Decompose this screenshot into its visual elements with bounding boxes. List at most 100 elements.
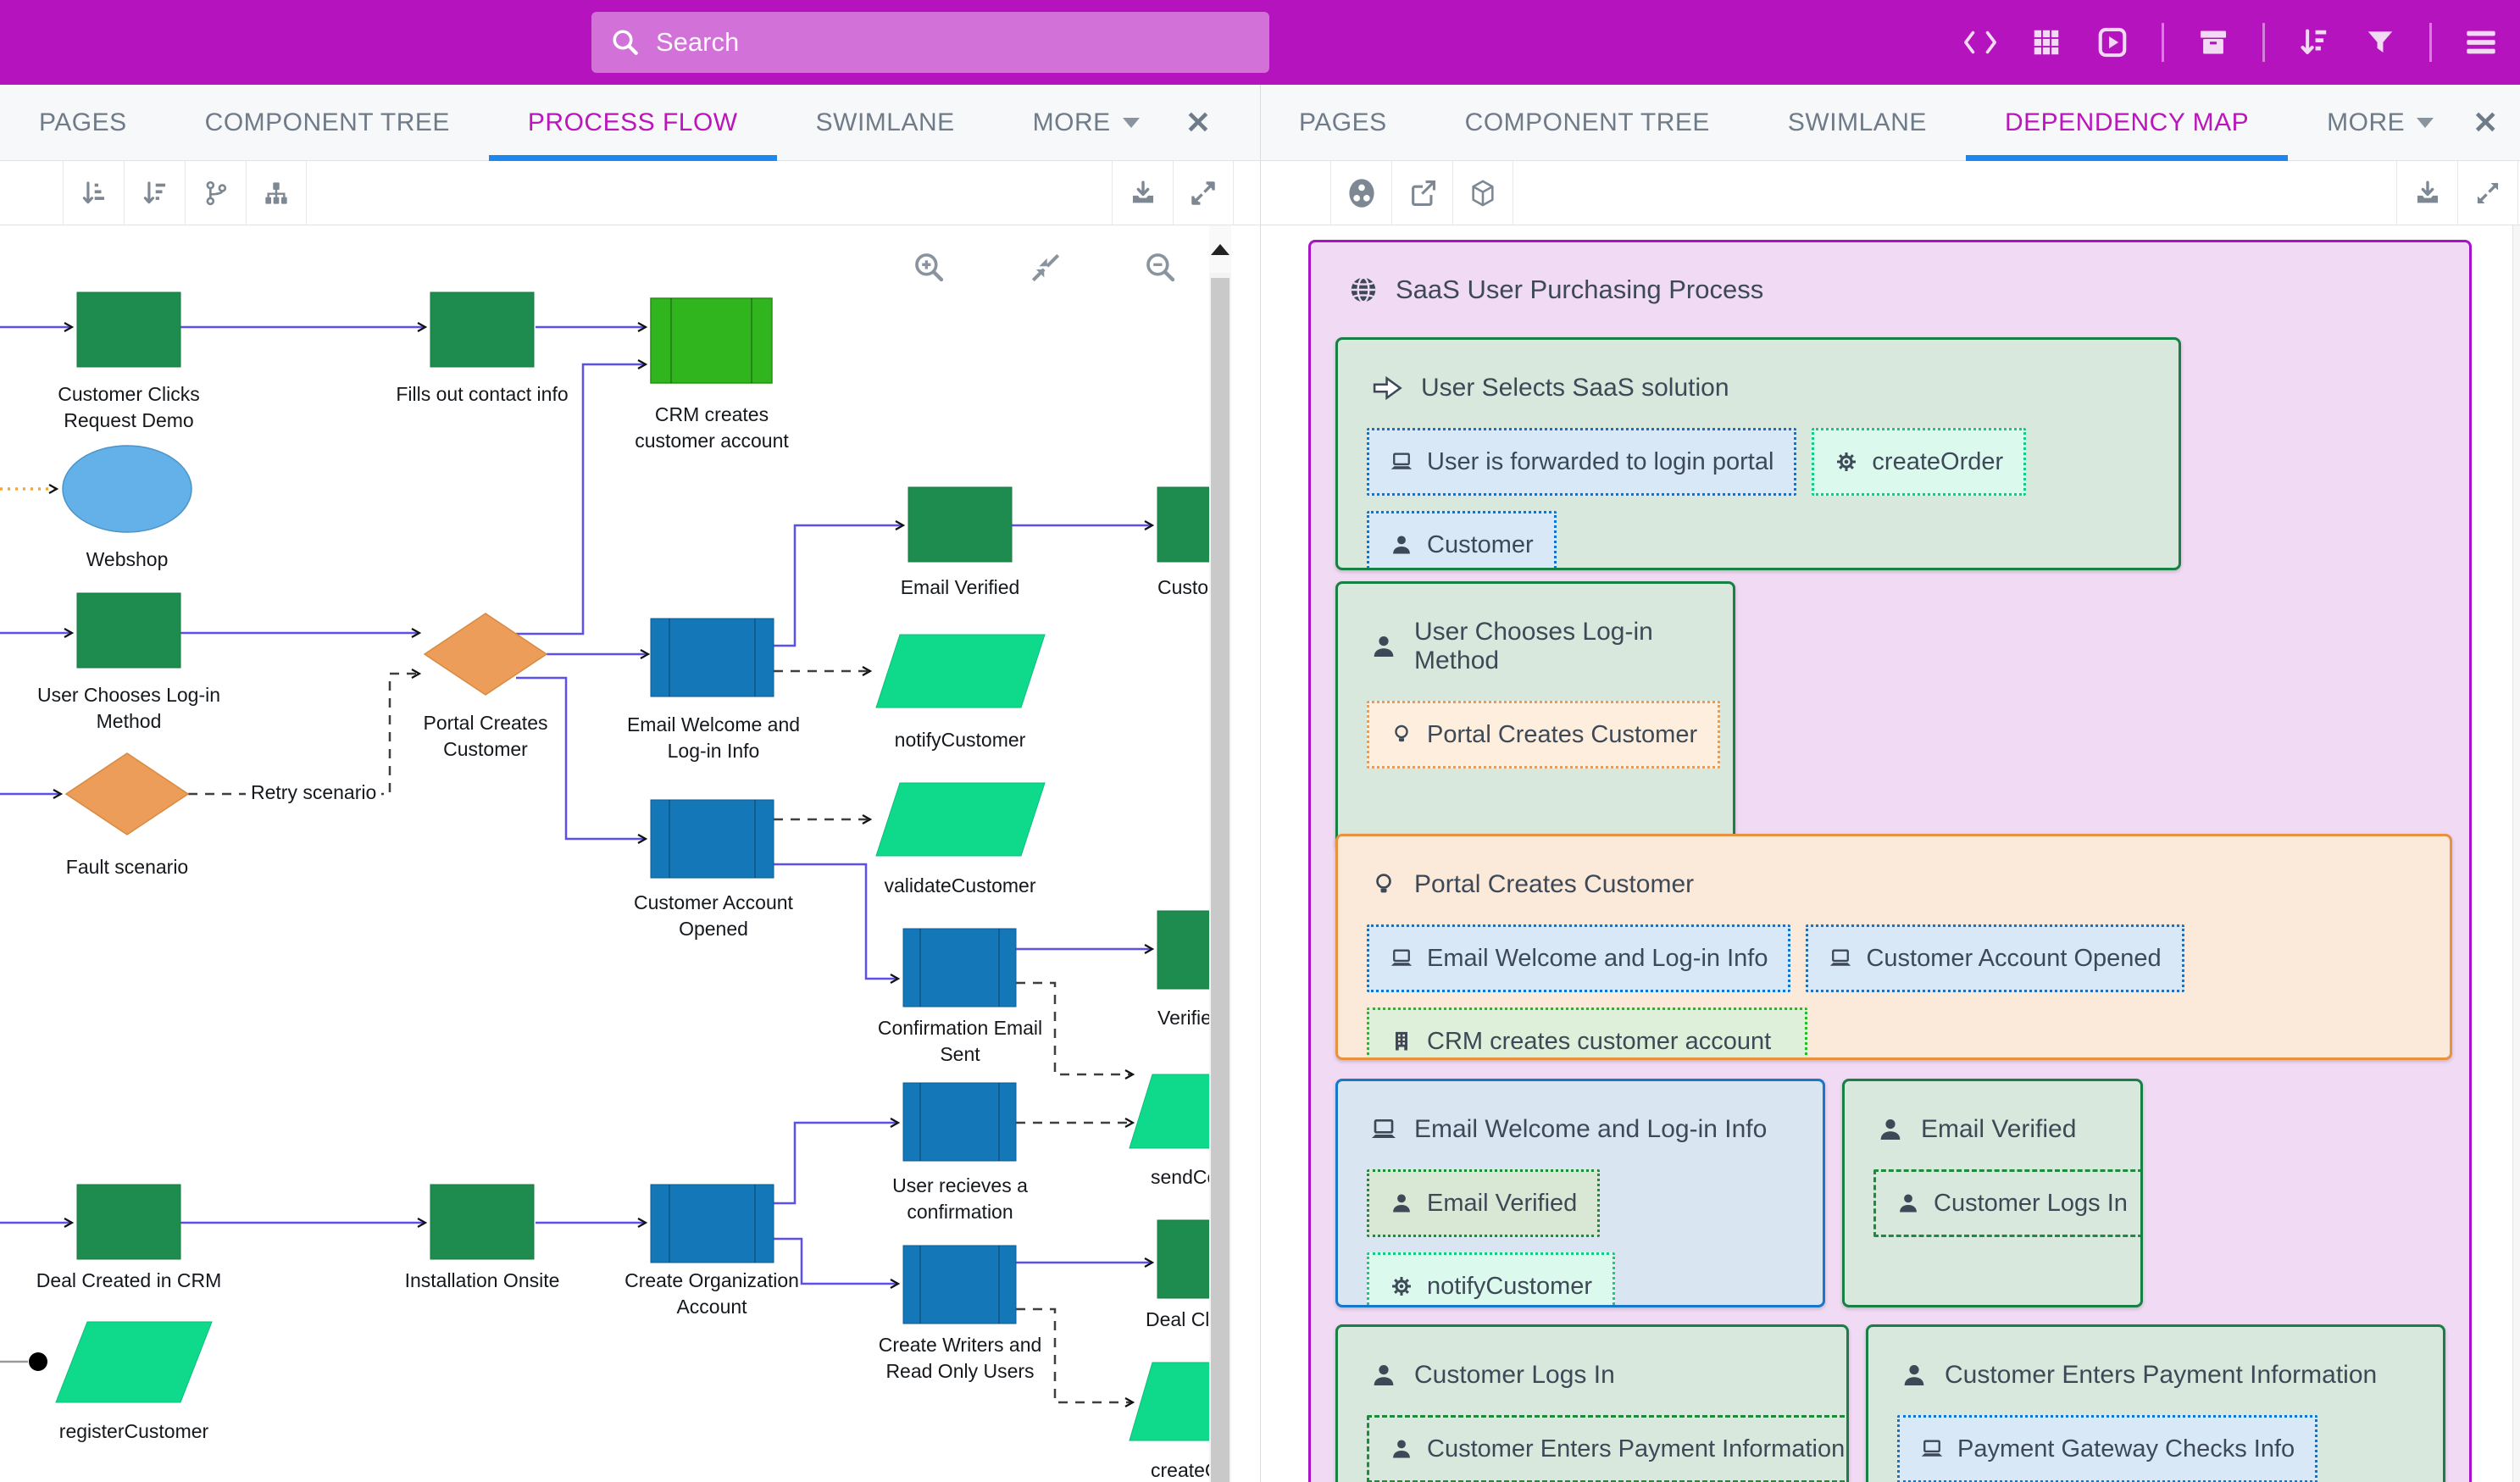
node-label: Custome bbox=[1157, 576, 1209, 598]
tab-pages-left[interactable]: PAGES bbox=[39, 108, 127, 136]
node-webshop[interactable] bbox=[62, 445, 192, 533]
node-confirmation-email-sent[interactable] bbox=[902, 928, 1017, 1007]
group-email-welcome-login-info[interactable]: Email Welcome and Log-in Info Email Veri… bbox=[1335, 1079, 1825, 1307]
fullscreen-icon[interactable] bbox=[1173, 161, 1234, 225]
cube-icon[interactable] bbox=[1452, 161, 1513, 225]
vertical-scrollbar[interactable] bbox=[1209, 225, 1231, 1482]
chip-email-welcome-login-info[interactable]: Email Welcome and Log-in Info bbox=[1367, 924, 1791, 992]
run-icon[interactable] bbox=[2095, 25, 2129, 59]
zoom-out-icon[interactable] bbox=[1142, 249, 1180, 291]
node-label: Confirmation Email Sent bbox=[877, 1017, 1043, 1065]
chip-portal-creates-customer[interactable]: Portal Creates Customer bbox=[1367, 701, 1721, 769]
branch-icon[interactable] bbox=[185, 161, 246, 225]
dependency-map-container[interactable]: SaaS User Purchasing Process User Select… bbox=[1308, 240, 2472, 1482]
node-register-customer[interactable] bbox=[55, 1321, 213, 1403]
group-title[interactable]: Email Welcome and Log-in Info bbox=[1370, 1115, 1794, 1144]
node-deal-closed-cut[interactable] bbox=[1157, 1219, 1209, 1299]
scrollbar-thumb[interactable] bbox=[1211, 278, 1229, 1482]
node-notify-customer[interactable] bbox=[875, 634, 1046, 708]
chip-email-verified[interactable]: Email Verified bbox=[1367, 1169, 1601, 1237]
tab-component-tree-left[interactable]: COMPONENT TREE bbox=[204, 108, 450, 136]
sort-descending-icon[interactable] bbox=[2297, 25, 2331, 59]
group-title[interactable]: User Chooses Log-in Method bbox=[1370, 618, 1704, 675]
chip-customer[interactable]: Customer bbox=[1367, 511, 1557, 568]
chip-customer-logs-in[interactable]: Customer Logs In bbox=[1873, 1169, 2140, 1237]
node-sendcon-cut[interactable] bbox=[1129, 1074, 1209, 1149]
group-email-verified[interactable]: Email Verified Customer Logs In bbox=[1842, 1079, 2143, 1307]
filter-icon[interactable] bbox=[2363, 25, 2397, 59]
sort-descending-icon[interactable] bbox=[124, 161, 185, 225]
node-email-welcome-login-info[interactable] bbox=[650, 618, 774, 697]
node-customer-clicks-request-demo[interactable] bbox=[76, 291, 181, 368]
close-right-panel-icon[interactable]: ✕ bbox=[2473, 104, 2499, 140]
process-flow-canvas[interactable]: Customer Clicks Request Demo Fills out c… bbox=[0, 225, 1209, 1482]
vertical-scrollbar[interactable] bbox=[2512, 225, 2520, 1482]
node-label: createC bbox=[1151, 1459, 1209, 1481]
node-installation-onsite[interactable] bbox=[430, 1184, 535, 1260]
start-node[interactable] bbox=[29, 1352, 47, 1371]
external-link-icon[interactable] bbox=[1391, 161, 1452, 225]
chip-crm-creates-customer-account[interactable]: CRM creates customer account bbox=[1367, 1007, 1807, 1057]
node-user-chooses-login-method[interactable] bbox=[76, 592, 181, 669]
group-title[interactable]: Email Verified bbox=[1877, 1115, 2112, 1144]
tab-swimlane-left[interactable]: SWIMLANE bbox=[815, 108, 955, 136]
menu-icon[interactable] bbox=[2464, 25, 2498, 59]
tab-process-flow[interactable]: PROCESS FLOW bbox=[488, 85, 777, 161]
tab-dependency-map[interactable]: DEPENDENCY MAP bbox=[1965, 85, 2289, 161]
fullscreen-icon[interactable] bbox=[2457, 161, 2518, 225]
code-icon[interactable] bbox=[1963, 25, 1997, 59]
edge-label-retry: Retry scenario bbox=[246, 780, 382, 806]
group-user-chooses-login-method[interactable]: User Chooses Log-in Method Portal Create… bbox=[1335, 581, 1735, 850]
node-label: CRM creates customer account bbox=[635, 403, 789, 452]
group-title[interactable]: Customer Enters Payment Information bbox=[1901, 1361, 2414, 1390]
group-user-selects-saas-solution[interactable]: User Selects SaaS solution User is forwa… bbox=[1335, 337, 2181, 570]
node-deal-created-in-crm[interactable] bbox=[76, 1184, 181, 1260]
chip-customer-account-opened[interactable]: Customer Account Opened bbox=[1806, 924, 2184, 992]
node-user-receives-confirmation[interactable] bbox=[902, 1082, 1017, 1162]
tab-more-right[interactable]: MORE bbox=[2288, 85, 2473, 160]
search-input[interactable] bbox=[656, 27, 1251, 58]
archive-icon[interactable] bbox=[2196, 25, 2230, 59]
node-fault-scenario[interactable] bbox=[64, 752, 190, 835]
tab-component-tree-right[interactable]: COMPONENT TREE bbox=[1464, 108, 1710, 136]
node-label: Deal Created in CRM bbox=[36, 1269, 222, 1291]
node-verified-cut[interactable] bbox=[1157, 910, 1209, 990]
tab-more-left[interactable]: MORE bbox=[994, 85, 1179, 160]
node-create-writers-read-only-users[interactable] bbox=[902, 1245, 1017, 1324]
group-title[interactable]: Portal Creates Customer bbox=[1370, 870, 2421, 899]
cluster-icon[interactable] bbox=[1330, 161, 1391, 225]
node-email-verified[interactable] bbox=[908, 486, 1013, 563]
chip-user-forwarded-login-portal[interactable]: User is forwarded to login portal bbox=[1367, 428, 1797, 496]
chevron-down-icon bbox=[1122, 117, 1140, 128]
node-customer-account-opened[interactable] bbox=[650, 799, 774, 879]
download-icon[interactable] bbox=[2396, 161, 2457, 225]
scroll-up-button[interactable] bbox=[1209, 225, 1231, 273]
tab-pages-right[interactable]: PAGES bbox=[1299, 108, 1387, 136]
node-createc-cut[interactable] bbox=[1129, 1362, 1209, 1441]
group-customer-enters-payment-information[interactable]: Customer Enters Payment Information Paym… bbox=[1866, 1324, 2445, 1482]
hierarchy-icon[interactable] bbox=[246, 161, 307, 225]
chip-payment-gateway-checks-info[interactable]: Payment Gateway Checks Info bbox=[1897, 1415, 2318, 1482]
gear-icon bbox=[1837, 452, 1856, 471]
node-portal-creates-customer[interactable] bbox=[423, 613, 548, 696]
chip-notify-customer[interactable]: notifyCustomer bbox=[1367, 1252, 1616, 1305]
group-title[interactable]: User Selects SaaS solution bbox=[1370, 374, 2150, 402]
collapse-icon[interactable] bbox=[1027, 249, 1064, 291]
group-portal-creates-customer[interactable]: Portal Creates Customer Email Welcome an… bbox=[1335, 834, 2452, 1060]
node-customer-cut[interactable] bbox=[1157, 486, 1209, 563]
node-crm-creates-customer-account[interactable] bbox=[650, 297, 773, 384]
table-icon[interactable] bbox=[2029, 25, 2063, 59]
node-validate-customer[interactable] bbox=[875, 782, 1046, 857]
chip-customer-enters-payment-information[interactable]: Customer Enters Payment Information bbox=[1367, 1415, 1846, 1482]
group-customer-logs-in[interactable]: Customer Logs In Customer Enters Payment… bbox=[1335, 1324, 1849, 1482]
zoom-in-icon[interactable] bbox=[911, 249, 948, 291]
sort-ascending-icon[interactable] bbox=[63, 161, 124, 225]
download-icon[interactable] bbox=[1112, 161, 1173, 225]
group-title[interactable]: Customer Logs In bbox=[1370, 1361, 1818, 1390]
node-fills-out-contact-info[interactable] bbox=[430, 291, 535, 368]
close-left-panel-icon[interactable]: ✕ bbox=[1185, 104, 1211, 140]
chip-create-order[interactable]: createOrder bbox=[1812, 428, 2027, 496]
tab-swimlane-right[interactable]: SWIMLANE bbox=[1787, 108, 1927, 136]
search-box[interactable] bbox=[591, 12, 1269, 73]
node-create-organization-account[interactable] bbox=[650, 1184, 774, 1263]
